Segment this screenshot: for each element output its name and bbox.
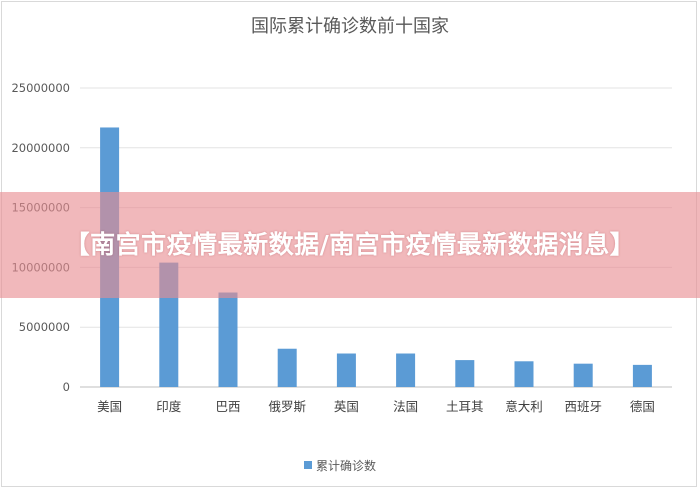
bar bbox=[277, 348, 297, 387]
bar bbox=[336, 353, 356, 387]
x-category-label: 西班牙 bbox=[564, 399, 602, 414]
x-category-label: 印度 bbox=[156, 399, 182, 414]
legend-label: 累计确诊数 bbox=[316, 458, 376, 473]
y-tick-label: 0 bbox=[63, 380, 70, 394]
bar bbox=[218, 292, 238, 387]
bar bbox=[632, 364, 652, 387]
x-category-label: 美国 bbox=[97, 399, 122, 414]
legend-swatch bbox=[304, 461, 312, 469]
y-tick-label: 5000000 bbox=[19, 320, 70, 334]
x-axis-categories: 美国 印度 巴西 俄罗斯 英国 法国 土耳其 意大利 西班牙 德国 bbox=[97, 399, 655, 414]
overlay-banner: 【南宫市疫情最新数据/南宫市疫情最新数据消息】 bbox=[0, 192, 700, 298]
x-category-label: 德国 bbox=[630, 399, 655, 414]
x-category-label: 英国 bbox=[334, 399, 359, 414]
y-tick-label: 25000000 bbox=[11, 81, 70, 95]
x-category-label: 意大利 bbox=[505, 399, 543, 414]
bar bbox=[573, 363, 593, 387]
banner-text: 【南宫市疫情最新数据/南宫市疫情最新数据消息】 bbox=[64, 230, 636, 259]
chart-title: 国际累计确诊数前十国家 bbox=[251, 16, 449, 37]
x-category-label: 俄罗斯 bbox=[268, 399, 306, 414]
x-category-label: 巴西 bbox=[215, 399, 240, 414]
bar bbox=[455, 360, 475, 387]
x-category-label: 土耳其 bbox=[446, 399, 484, 414]
legend: 累计确诊数 bbox=[304, 458, 376, 473]
y-tick-label: 20000000 bbox=[11, 141, 70, 155]
x-category-label: 法国 bbox=[393, 399, 418, 414]
bar bbox=[396, 353, 416, 387]
bar bbox=[514, 361, 534, 387]
